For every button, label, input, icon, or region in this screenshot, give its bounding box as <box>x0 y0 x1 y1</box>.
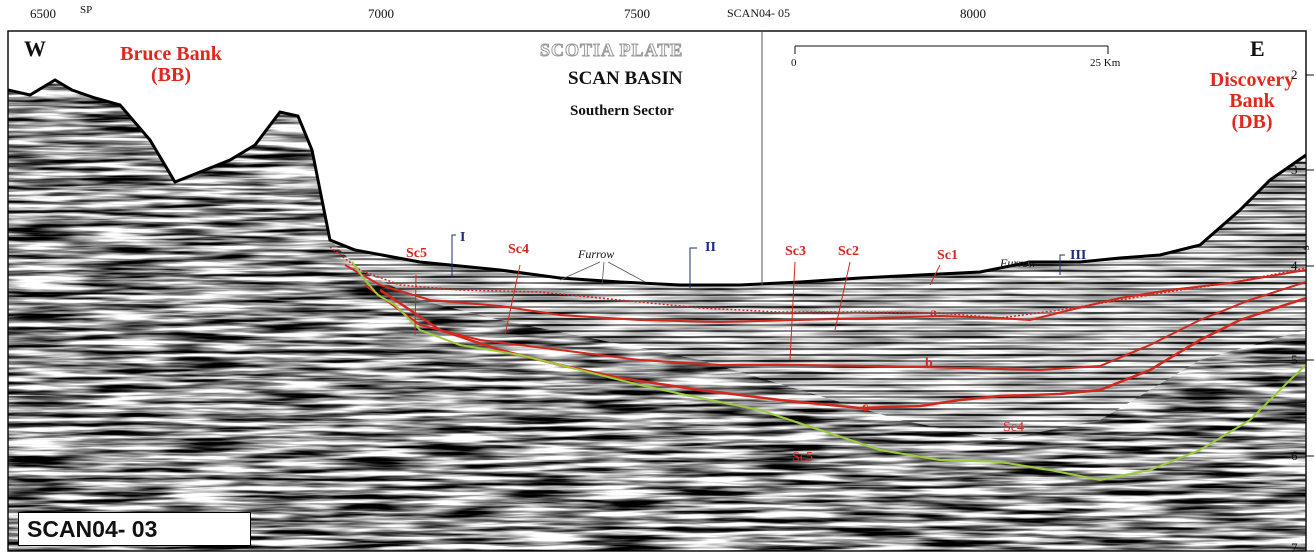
unit-sc1-label: Sc1 <box>937 248 958 263</box>
furrow-i-label: I <box>460 230 466 245</box>
discovery-bank-abbr: (DB) <box>1231 111 1273 133</box>
crossing-line-label: SCAN04- 05 <box>727 6 791 20</box>
discovery-bank-line2: Bank <box>1229 90 1275 112</box>
furrow-brackets <box>451 234 1065 288</box>
scale-start: 0 <box>791 57 797 69</box>
unit-sc5-label: Sc5 <box>406 246 427 261</box>
discovery-bank-line1: Discovery <box>1209 69 1295 91</box>
west-marker: W <box>24 36 46 61</box>
depth-tick-3: 3 <box>1291 162 1298 177</box>
depth-tick-7: 7 <box>1291 540 1298 555</box>
scan-basin-title: SCAN BASIN <box>568 68 683 89</box>
reflector-b <box>364 281 1306 372</box>
furrow-feature-label-1: Furrow <box>578 247 615 261</box>
bruce-bank-abbr: (BB) <box>151 64 191 86</box>
label-leaders <box>414 261 941 361</box>
depth-tick-4: 4 <box>1291 258 1298 273</box>
furrow-ii-label: II <box>705 240 716 255</box>
depth-tick-2: 2 <box>1291 67 1298 82</box>
reflector-a-label: a <box>930 306 937 321</box>
discovery-bank-label: Discovery Bank (DB) <box>1192 70 1312 133</box>
reflector-a <box>344 264 1306 324</box>
scotia-plate-label: SCOTIA PLATE <box>539 40 684 61</box>
bruce-bank-name: Bruce Bank <box>120 43 222 65</box>
acoustic-basement <box>351 261 1306 482</box>
sp-tick-7500: 7500 <box>624 6 650 21</box>
sp-tick-7000: 7000 <box>368 6 394 21</box>
sp-tick-8000: 8000 <box>960 6 986 21</box>
sp-tick-6500: 6500 <box>30 6 56 21</box>
lower-sc4-label: Sc4 <box>1003 420 1024 435</box>
depth-axis <box>1305 31 1314 552</box>
sp-axis-label: SP <box>80 4 93 16</box>
unit-sc4-label: Sc4 <box>508 242 529 257</box>
unit-sc3-label: Sc3 <box>785 244 806 259</box>
reflector-b-label: b <box>925 356 933 371</box>
bruce-bank-label: Bruce Bank (BB) <box>76 44 266 86</box>
scale-end: 25 Km <box>1090 57 1121 69</box>
seismic-line-name: SCAN04- 03 <box>18 512 251 546</box>
furrow-iii-label: III <box>1070 248 1087 263</box>
scale-bar <box>794 45 1109 54</box>
depth-tick-5: 5 <box>1291 352 1298 367</box>
seafloor-reflector <box>8 78 1306 287</box>
depth-axis-label: s (twt) <box>1298 225 1314 250</box>
reflector-c-label: c <box>862 400 869 415</box>
unit-sc2-label: Sc2 <box>838 244 859 259</box>
lower-sc5-label: Sc5 <box>792 450 813 465</box>
depth-tick-6: 6 <box>1291 448 1298 463</box>
horizon-top-sc5 <box>329 246 1306 319</box>
furrow-pointers <box>559 259 1031 286</box>
east-marker: E <box>1250 36 1265 61</box>
southern-sector-subtitle: Southern Sector <box>570 103 674 119</box>
furrow-feature-label-2: Furrow <box>1000 256 1037 270</box>
